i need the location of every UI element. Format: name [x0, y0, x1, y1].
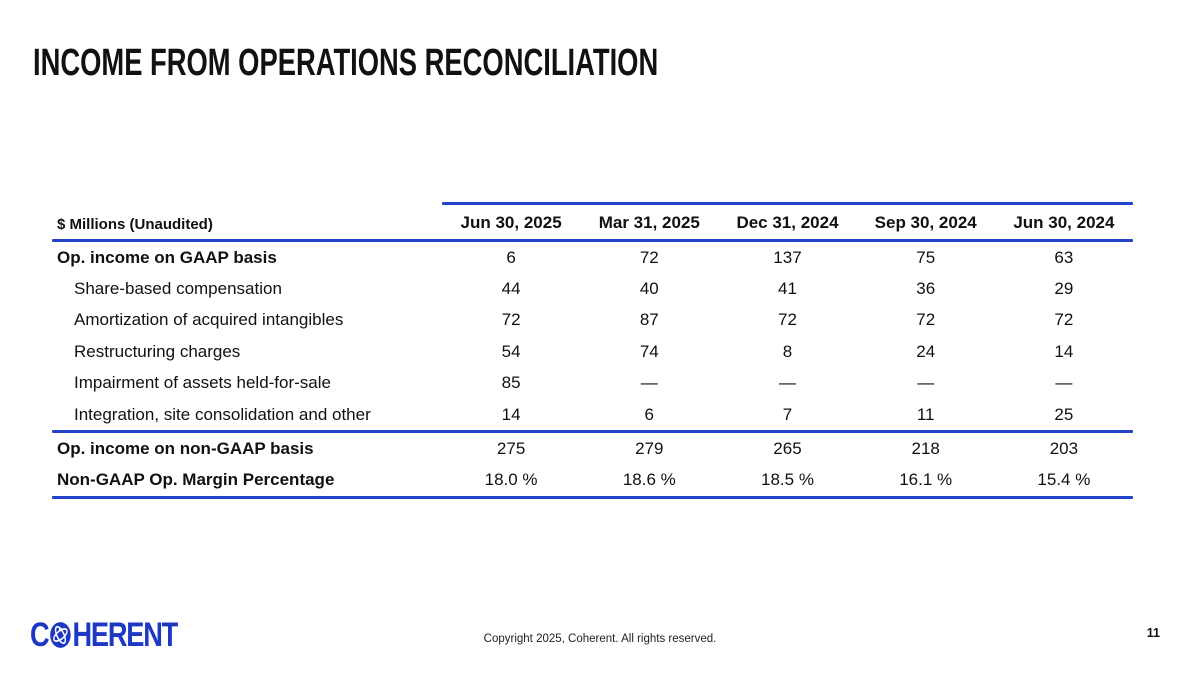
row-label: Share-based compensation [74, 279, 282, 299]
table-row-non-gaap-income: Op. income on non-GAAP basis 275 279 265… [52, 433, 1133, 464]
table-row-gaap-income: Op. income on GAAP basis 6 72 137 75 63 [52, 242, 1133, 273]
atom-icon [50, 622, 71, 648]
cell: 40 [639, 279, 659, 299]
cell: 18.6 % [622, 470, 676, 490]
copyright-text: Copyright 2025, Coherent. All rights res… [483, 633, 717, 645]
column-header-jun-30-2025: Jun 30, 2025 [460, 213, 562, 232]
cell: 16.1 % [899, 470, 953, 490]
cell: 44 [501, 279, 521, 299]
row-label: Restructuring charges [74, 341, 241, 361]
cell: 85 [501, 373, 521, 393]
row-label: Amortization of acquired intangibles [74, 310, 344, 330]
cell: 6 [506, 247, 516, 267]
cell: 75 [916, 247, 936, 267]
cell: — [917, 373, 935, 393]
cell: 63 [1054, 247, 1074, 267]
page-title: INCOME FROM OPERATIONS RECONCILIATION [33, 42, 659, 84]
subtotal-rule [52, 430, 1133, 434]
table-header-row: $ Millions (Unaudited) Jun 30, 2025 Mar … [52, 202, 1133, 239]
cell: 11 [916, 404, 935, 424]
cell: 54 [501, 341, 521, 361]
reconciliation-table: $ Millions (Unaudited) Jun 30, 2025 Mar … [52, 202, 1133, 500]
column-header-mar-31-2025: Mar 31, 2025 [598, 213, 700, 232]
cell: 72 [1054, 310, 1074, 330]
cell: 18.5 % [761, 470, 814, 490]
row-label: Op. income on GAAP basis [57, 247, 277, 267]
row-label: Integration, site consolidation and othe… [74, 404, 371, 424]
table-bottom-rule [52, 496, 1133, 500]
table-top-rule [442, 202, 1133, 205]
cell: 74 [639, 341, 659, 361]
cell: 14 [1054, 341, 1074, 361]
table-caption: $ Millions (Unaudited) [57, 216, 213, 233]
cell: 72 [639, 247, 659, 267]
table-row-impairment: Impairment of assets held-for-sale 85 — … [52, 368, 1133, 399]
cell: 72 [501, 310, 521, 330]
table-row-amortization: Amortization of acquired intangibles 72 … [52, 305, 1133, 336]
column-header-jun-30-2024: Jun 30, 2024 [1013, 213, 1115, 232]
cell: 25 [1054, 404, 1074, 424]
cell: — [640, 373, 658, 393]
row-label: Op. income on non-GAAP basis [57, 439, 314, 459]
table-row-share-based-comp: Share-based compensation 44 40 41 36 29 [52, 273, 1133, 304]
cell: 279 [635, 439, 664, 459]
cell: 265 [773, 439, 802, 459]
cell: 7 [782, 404, 793, 424]
cell: 15.4 % [1037, 470, 1091, 490]
cell: 275 [496, 439, 526, 459]
cell: 14 [501, 404, 521, 424]
column-header-dec-31-2024: Dec 31, 2024 [736, 213, 839, 232]
cell: 36 [916, 279, 936, 299]
cell: 218 [911, 439, 940, 459]
page-number: 11 [1146, 626, 1160, 640]
table-row-integration: Integration, site consolidation and othe… [52, 399, 1133, 430]
header-underline-rule [52, 239, 1133, 242]
cell: 72 [916, 310, 936, 330]
cell: 41 [778, 279, 797, 299]
cell: 29 [1054, 279, 1074, 299]
cell: 8 [782, 341, 793, 361]
cell: 137 [773, 247, 802, 267]
logo-letter-c: C [30, 616, 50, 654]
table-row-margin-percentage: Non-GAAP Op. Margin Percentage 18.0 % 18… [52, 465, 1133, 496]
cell: 18.0 % [484, 470, 538, 490]
cell: 6 [644, 404, 655, 424]
cell: 87 [639, 310, 659, 330]
logo-letter-rest: HERENT [72, 616, 178, 654]
cell: — [1055, 373, 1073, 393]
cell: — [778, 373, 796, 393]
cell: 203 [1049, 439, 1079, 459]
column-header-sep-30-2024: Sep 30, 2024 [874, 213, 977, 232]
cell: 72 [778, 310, 797, 330]
table-row-restructuring: Restructuring charges 54 74 8 24 14 [52, 336, 1133, 367]
row-label: Impairment of assets held-for-sale [74, 373, 331, 393]
coherent-logo: C HERENT [30, 616, 178, 654]
row-label: Non-GAAP Op. Margin Percentage [57, 470, 335, 490]
cell: 24 [916, 341, 936, 361]
